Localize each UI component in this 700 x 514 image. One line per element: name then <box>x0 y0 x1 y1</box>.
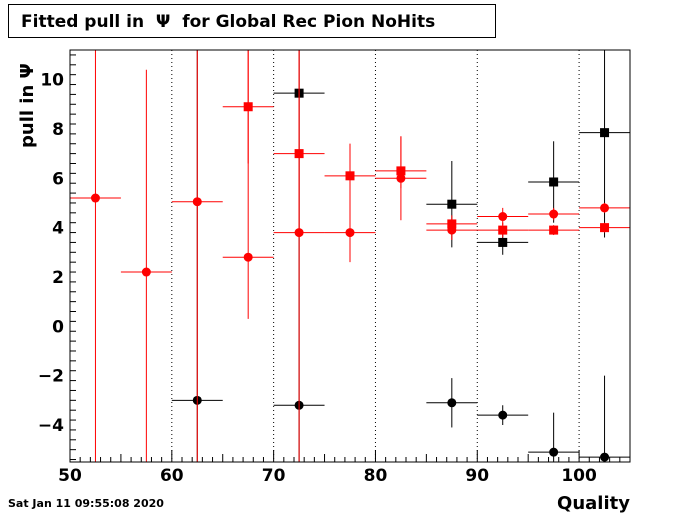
data-point-circle <box>243 252 253 262</box>
series-1 <box>171 50 630 462</box>
plot-title: Fitted pull in Ψ for Global Rec Pion NoH… <box>21 12 436 32</box>
y-tick-label: 6 <box>52 169 64 189</box>
y-tick-label: 4 <box>52 219 64 239</box>
series-3 <box>70 50 630 462</box>
data-point-circle <box>90 193 100 203</box>
data-point-circle <box>396 173 406 183</box>
data-point-square <box>549 177 559 187</box>
data-point-square <box>498 225 508 235</box>
y-tick-label: 10 <box>40 71 64 91</box>
data-point-square <box>600 128 610 138</box>
data-point-circle <box>498 410 508 420</box>
y-tick-label: 0 <box>52 317 64 337</box>
x-tick-label: 80 <box>364 466 388 486</box>
data-point-square <box>600 223 610 233</box>
x-tick-label: 70 <box>262 466 286 486</box>
tick-layer <box>69 54 631 462</box>
data-point-square <box>498 237 508 247</box>
data-point-square <box>549 225 559 235</box>
data-point-circle <box>498 212 508 222</box>
y-tick-label: −2 <box>38 367 64 387</box>
tick-label-layer: 50 60 70 80 90 100 −4 −2 0 2 4 6 8 10 <box>38 71 597 486</box>
y-tick-label: −4 <box>38 416 64 436</box>
data-point-circle <box>549 447 559 457</box>
data-point-circle <box>294 228 304 238</box>
data-point-circle <box>600 452 610 462</box>
x-tick-label: 100 <box>561 466 597 486</box>
x-axis-title: Quality <box>557 493 630 514</box>
x-tick-label: 60 <box>160 466 184 486</box>
title-box: Fitted pull in Ψ for Global Rec Pion NoH… <box>8 4 496 38</box>
data-point-circle <box>345 228 355 238</box>
y-tick-label: 2 <box>52 268 64 288</box>
plot-frame <box>69 49 631 463</box>
date-stamp: Sat Jan 11 09:55:08 2020 <box>8 497 164 510</box>
grid-layer <box>171 50 580 462</box>
data-point-circle <box>141 267 151 277</box>
x-tick-label: 90 <box>465 466 489 486</box>
y-axis-title: pull in Ψ <box>17 63 38 148</box>
data-point-circle <box>192 197 202 207</box>
data-point-square <box>447 199 457 209</box>
data-point-circle <box>447 398 457 408</box>
data-point-circle <box>600 203 610 213</box>
series-2 <box>222 50 630 238</box>
data-point-circle <box>549 209 559 219</box>
data-point-circle <box>447 225 457 235</box>
data-layer <box>70 50 630 462</box>
y-tick-label: 8 <box>52 120 64 140</box>
x-tick-label: 50 <box>58 466 82 486</box>
